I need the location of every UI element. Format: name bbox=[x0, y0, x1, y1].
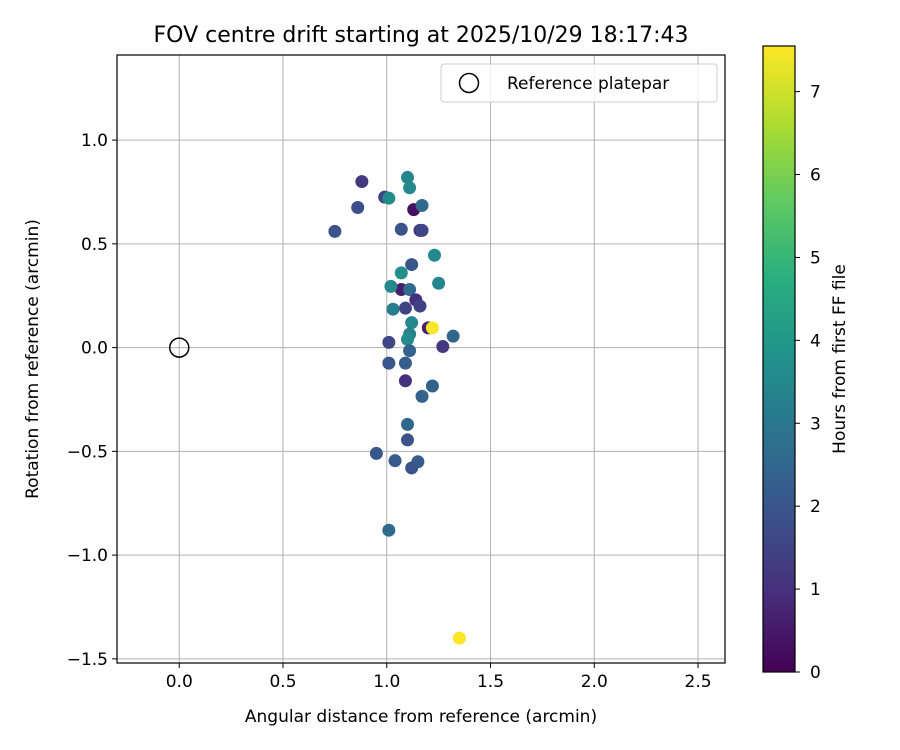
data-point bbox=[415, 198, 429, 212]
data-point bbox=[401, 433, 415, 447]
y-tick-label: 1.0 bbox=[81, 131, 108, 151]
x-tick-label: 2.0 bbox=[581, 672, 608, 692]
data-point bbox=[405, 258, 419, 272]
x-tick-label: 1.0 bbox=[373, 672, 400, 692]
colorbar-tick-label: 7 bbox=[810, 83, 821, 103]
data-point bbox=[403, 181, 417, 195]
data-point bbox=[401, 417, 415, 431]
x-axis-label: Angular distance from reference (arcmin) bbox=[245, 707, 597, 727]
data-point bbox=[388, 454, 402, 468]
data-point bbox=[401, 332, 415, 346]
data-point bbox=[328, 224, 342, 238]
data-point bbox=[415, 223, 429, 237]
data-point bbox=[415, 389, 429, 403]
data-point bbox=[432, 276, 446, 290]
colorbar-tick-label: 4 bbox=[810, 331, 821, 351]
x-tick-label: 2.5 bbox=[685, 672, 712, 692]
legend: Reference platepar bbox=[440, 63, 718, 103]
colorbar-ticks: 0 1 2 3 4 5 6 7 bbox=[795, 83, 821, 683]
colorbar-tick-label: 5 bbox=[810, 248, 821, 268]
data-point bbox=[355, 175, 369, 189]
data-point bbox=[398, 301, 412, 315]
data-point bbox=[394, 266, 408, 280]
data-point bbox=[382, 523, 396, 537]
plot-frame bbox=[116, 54, 726, 664]
data-point bbox=[436, 340, 450, 354]
y-tick-label: 0.0 bbox=[81, 339, 108, 359]
data-point bbox=[425, 379, 439, 393]
y-axis-label: Rotation from reference (arcmin) bbox=[23, 219, 43, 499]
data-point bbox=[369, 446, 383, 460]
legend-marker bbox=[458, 72, 480, 94]
x-axis-ticks: 0.0 0.5 1.0 1.5 2.0 2.5 bbox=[166, 663, 712, 692]
data-point bbox=[382, 356, 396, 370]
data-point bbox=[351, 201, 365, 215]
legend-label: Reference platepar bbox=[507, 74, 669, 94]
colorbar-label: Hours from first FF file bbox=[830, 264, 850, 454]
data-point bbox=[425, 321, 439, 335]
data-point bbox=[384, 279, 398, 293]
colorbar-tick-label: 2 bbox=[810, 497, 821, 517]
data-point bbox=[382, 191, 396, 205]
grid bbox=[117, 55, 725, 663]
data-point bbox=[405, 461, 419, 475]
y-tick-label: −1.5 bbox=[67, 650, 108, 670]
colorbar-tick-label: 3 bbox=[810, 414, 821, 434]
x-tick-label: 0.0 bbox=[166, 672, 193, 692]
data-point bbox=[382, 335, 396, 349]
data-point bbox=[403, 282, 417, 296]
x-tick-label: 0.5 bbox=[269, 672, 296, 692]
colorbar-tick-label: 1 bbox=[810, 580, 821, 600]
data-point bbox=[386, 302, 400, 316]
data-point bbox=[427, 248, 441, 262]
data-points bbox=[328, 170, 466, 645]
data-point bbox=[446, 329, 460, 343]
legend-box bbox=[440, 63, 718, 103]
chart-title: FOV centre drift starting at 2025/10/29 … bbox=[154, 23, 689, 48]
colorbar-tick-label: 6 bbox=[810, 166, 821, 186]
x-tick-label: 1.5 bbox=[477, 672, 504, 692]
y-axis-ticks: 1.0 0.5 0.0 −0.5 −1.0 −1.5 bbox=[67, 131, 117, 670]
data-point bbox=[401, 170, 415, 184]
colorbar-tick-label: 0 bbox=[810, 663, 821, 683]
data-point bbox=[413, 299, 427, 313]
colorbar bbox=[762, 45, 796, 673]
data-point bbox=[405, 316, 419, 330]
data-point bbox=[403, 344, 417, 358]
y-tick-label: −0.5 bbox=[67, 442, 108, 462]
data-point bbox=[394, 222, 408, 236]
y-tick-label: −1.0 bbox=[67, 546, 108, 566]
data-point bbox=[398, 356, 412, 370]
y-tick-label: 0.5 bbox=[81, 235, 108, 255]
data-point bbox=[452, 631, 466, 645]
reference-platepar-marker bbox=[169, 337, 190, 358]
data-point bbox=[398, 374, 412, 388]
